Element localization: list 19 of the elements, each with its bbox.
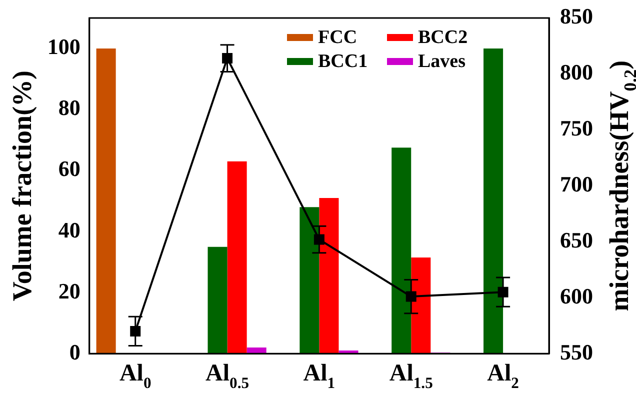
y-tick-label: 100 [47, 34, 80, 60]
y2-tick-label: 600 [560, 283, 593, 308]
y2-tick-label: 750 [560, 116, 593, 141]
y-tick-label: 40 [58, 217, 80, 242]
y2-tick-label: 800 [560, 60, 593, 85]
y-tick-label: 20 [58, 278, 80, 304]
y-tick-label: 0 [69, 339, 80, 364]
y-axis-title: Volume fraction(%) [7, 70, 38, 302]
legend-label: Laves [418, 50, 466, 72]
y-tick-label: 80 [58, 95, 80, 120]
y2-tick-label: 700 [560, 171, 593, 196]
y2-axis-title: microhardness(HV0.2) [604, 60, 636, 312]
legend-label: BCC1 [318, 50, 368, 72]
legend-label: BCC2 [418, 26, 468, 48]
y-tick-label: 60 [58, 156, 80, 182]
y2-tick-label: 650 [560, 227, 593, 252]
legend-label: FCC [318, 26, 358, 48]
y2-tick-label: 550 [560, 339, 593, 364]
y2-tick-label: 850 [560, 4, 593, 29]
